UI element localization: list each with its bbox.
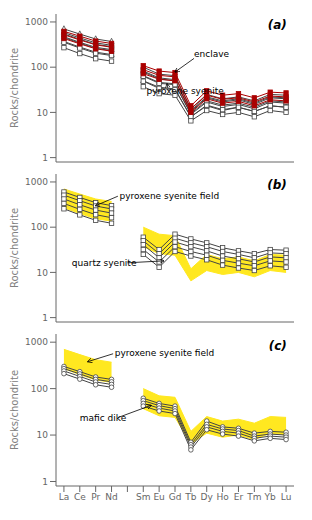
svg-text:1000: 1000 xyxy=(25,17,48,27)
svg-text:1000: 1000 xyxy=(25,177,48,187)
svg-text:pyroxene syenite field: pyroxene syenite field xyxy=(120,191,220,201)
svg-text:La: La xyxy=(59,492,70,502)
svg-text:1: 1 xyxy=(42,313,48,323)
svg-text:pyroxene syenite: pyroxene syenite xyxy=(146,86,224,96)
svg-text:(b): (b) xyxy=(267,178,287,192)
svg-text:(a): (a) xyxy=(268,18,287,32)
svg-text:10: 10 xyxy=(37,108,49,118)
svg-text:Er: Er xyxy=(234,492,244,502)
svg-text:Gd: Gd xyxy=(169,492,182,502)
svg-text:Ce: Ce xyxy=(74,492,86,502)
svg-text:Pr: Pr xyxy=(91,492,100,502)
svg-text:quartz syenite: quartz syenite xyxy=(72,258,137,268)
svg-text:Ho: Ho xyxy=(216,492,229,502)
svg-text:Rocks/chondrite: Rocks/chondrite xyxy=(9,48,20,128)
svg-text:1: 1 xyxy=(42,153,48,163)
svg-text:Lu: Lu xyxy=(281,492,292,502)
svg-text:1000: 1000 xyxy=(25,337,48,347)
svg-text:enclave: enclave xyxy=(194,49,230,59)
svg-text:mafic dike: mafic dike xyxy=(80,413,127,423)
svg-text:Tm: Tm xyxy=(246,492,261,502)
svg-text:100: 100 xyxy=(31,222,48,232)
svg-text:pyroxene syenite field: pyroxene syenite field xyxy=(115,348,215,358)
svg-text:(c): (c) xyxy=(269,339,287,353)
svg-text:10: 10 xyxy=(37,430,49,440)
svg-text:Rocks/chondrite: Rocks/chondrite xyxy=(9,370,20,450)
svg-text:Tb: Tb xyxy=(184,492,196,502)
svg-text:1: 1 xyxy=(42,477,48,487)
svg-text:Sm: Sm xyxy=(136,492,150,502)
svg-text:Dy: Dy xyxy=(201,492,214,502)
svg-text:10: 10 xyxy=(37,268,49,278)
svg-text:Rocks/chondrite: Rocks/chondrite xyxy=(9,208,20,288)
svg-text:Nd: Nd xyxy=(105,492,117,502)
svg-text:100: 100 xyxy=(31,384,48,394)
svg-text:Yb: Yb xyxy=(264,492,276,502)
svg-text:100: 100 xyxy=(31,62,48,72)
svg-text:Eu: Eu xyxy=(153,492,164,502)
